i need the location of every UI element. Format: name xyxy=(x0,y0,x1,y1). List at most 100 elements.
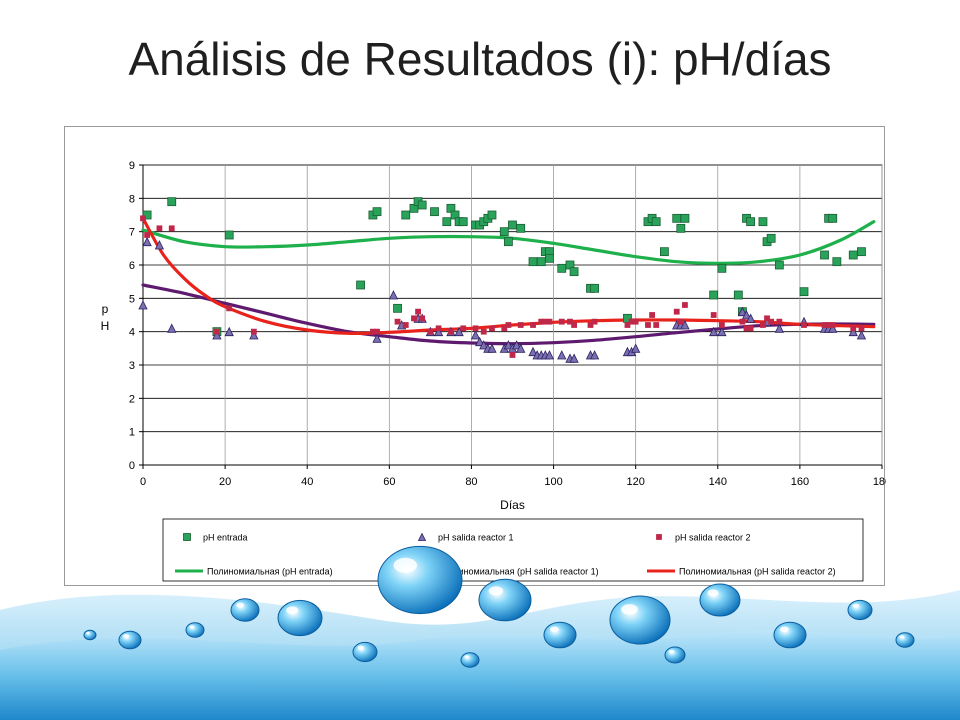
point-ph-reactor-2 xyxy=(213,328,220,335)
data-points xyxy=(138,197,867,363)
point-ph-entrada xyxy=(430,207,439,217)
water-drop xyxy=(352,641,378,663)
water-drop xyxy=(460,652,480,668)
point-ph-reactor-2 xyxy=(140,215,146,222)
ph-chart: 0 1 2 3 4 5 6 7 8 9 0 20 40 60 80 100 120 140 160 180 Días pH… xyxy=(101,160,886,582)
point-ph-entrada xyxy=(672,213,682,223)
point-ph-entrada xyxy=(799,287,809,297)
legend-label: Полиномиальная (pH salida reactor 2) xyxy=(679,567,836,577)
x-tick-label: 80 xyxy=(465,476,477,488)
point-ph-reactor-2 xyxy=(394,318,401,325)
legend-symbol xyxy=(417,532,427,541)
legend-symbol xyxy=(183,533,191,541)
water-drop xyxy=(664,646,686,664)
legend-box xyxy=(162,518,864,582)
point-ph-reactor-2 xyxy=(415,308,421,315)
point-ph-entrada xyxy=(393,303,402,313)
point-ph-reactor-2 xyxy=(645,322,651,328)
x-tick-label: 40 xyxy=(301,476,313,488)
point-ph-reactor-2 xyxy=(764,315,770,322)
point-ph-entrada xyxy=(832,257,842,267)
point-ph-reactor-1 xyxy=(709,326,719,337)
point-ph-reactor-1 xyxy=(848,326,858,337)
point-ph-entrada xyxy=(487,210,497,220)
point-ph-entrada xyxy=(458,217,468,227)
x-tick-label: 160 xyxy=(791,476,809,488)
water-drop-highlight xyxy=(621,604,638,615)
point-ph-entrada xyxy=(848,250,858,260)
point-ph-reactor-1 xyxy=(487,343,497,353)
point-ph-reactor-1 xyxy=(475,336,485,347)
y-tick-label: 5 xyxy=(129,293,135,305)
point-ph-reactor-2 xyxy=(489,325,495,332)
y-tick-label: 9 xyxy=(129,160,135,172)
water-drop-highlight xyxy=(86,631,90,634)
point-ph-reactor-2 xyxy=(168,225,175,232)
y-axis-title: p xyxy=(102,302,109,316)
point-ph-reactor-2 xyxy=(653,322,660,328)
point-ph-reactor-2 xyxy=(829,322,836,328)
point-ph-reactor-2 xyxy=(517,322,524,328)
y-axis-title: H xyxy=(101,319,110,333)
legend-label: pH salida reactor 1 xyxy=(438,533,514,543)
point-ph-reactor-2 xyxy=(402,322,409,328)
point-ph-reactor-1 xyxy=(470,330,481,340)
x-tick-label: 100 xyxy=(544,476,562,488)
water-drop-highlight xyxy=(707,589,719,597)
point-ph-reactor-2 xyxy=(850,325,857,332)
point-ph-reactor-1 xyxy=(544,350,555,360)
point-ph-entrada xyxy=(167,197,177,207)
water-drop xyxy=(543,621,577,649)
y-tick-label: 2 xyxy=(129,393,135,405)
water-drop xyxy=(83,629,97,641)
point-ph-reactor-1 xyxy=(138,300,148,310)
point-ph-reactor-2 xyxy=(226,305,233,312)
point-ph-entrada xyxy=(680,213,690,223)
legend-label: Полиномиальная (pH salida reactor 1) xyxy=(442,567,599,577)
point-ph-entrada xyxy=(401,210,411,220)
point-ph-entrada xyxy=(733,290,743,300)
point-ph-reactor-1 xyxy=(212,330,222,340)
point-ph-reactor-1 xyxy=(774,323,785,333)
point-ph-reactor-2 xyxy=(760,322,766,328)
point-ph-entrada xyxy=(545,253,554,263)
point-ph-entrada xyxy=(442,217,452,227)
y-tick-label: 0 xyxy=(129,460,135,472)
point-ph-reactor-2 xyxy=(144,232,151,238)
point-ph-reactor-2 xyxy=(546,318,553,325)
legend: pH entrada pH salida reactor 1 pH salida r… xyxy=(162,518,864,582)
water-drop xyxy=(609,595,671,645)
point-ph-reactor-1 xyxy=(631,343,641,353)
legend-symbol xyxy=(656,534,662,540)
point-ph-reactor-1 xyxy=(249,330,259,340)
water-drop-highlight xyxy=(236,602,245,608)
point-ph-entrada xyxy=(516,223,526,233)
water-drop-highlight xyxy=(668,649,675,654)
point-ph-entrada xyxy=(746,217,756,227)
point-ph-reactor-1 xyxy=(479,340,489,350)
point-ph-reactor-2 xyxy=(682,302,688,308)
point-ph-entrada xyxy=(590,283,600,293)
y-tick-label: 4 xyxy=(129,327,135,339)
point-ph-entrada xyxy=(417,200,427,210)
point-ph-entrada xyxy=(758,217,768,227)
water-drop-highlight xyxy=(549,626,559,633)
point-ph-reactor-1 xyxy=(741,310,752,320)
point-ph-reactor-2 xyxy=(250,328,257,335)
point-ph-entrada xyxy=(142,210,152,220)
point-ph-entrada xyxy=(766,233,776,243)
point-ph-reactor-2 xyxy=(739,318,746,325)
point-ph-reactor-2 xyxy=(505,322,512,328)
point-ph-entrada xyxy=(828,213,838,223)
y-tick-label: 3 xyxy=(129,360,135,372)
point-ph-reactor-1 xyxy=(717,326,727,337)
point-ph-reactor-1 xyxy=(433,326,444,337)
water-drop xyxy=(185,622,205,638)
water-drop xyxy=(377,545,463,615)
point-ph-reactor-2 xyxy=(710,312,717,318)
point-ph-entrada xyxy=(372,207,382,217)
point-ph-reactor-1 xyxy=(454,326,464,337)
point-ph-reactor-2 xyxy=(156,225,163,232)
y-tick-label: 6 xyxy=(129,260,135,272)
point-ph-reactor-2 xyxy=(411,315,417,322)
